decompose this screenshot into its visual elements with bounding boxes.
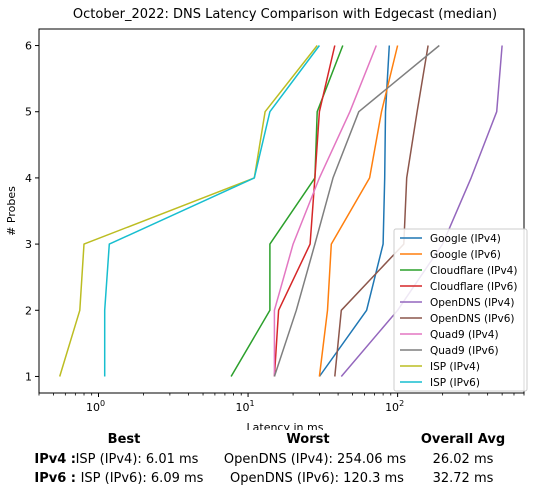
legend: Google (IPv4) Google (IPv6) Cloudflare (IP… bbox=[393, 228, 528, 392]
x-tick-label: 101 bbox=[236, 399, 255, 414]
series-line bbox=[318, 45, 399, 377]
summary-ipv6-worst: OpenDNS (IPv6): 120.3 ms bbox=[230, 471, 404, 486]
legend-label: OpenDNS (IPv4) bbox=[430, 297, 515, 309]
latency-chart: October_2022: DNS Latency Comparison wit… bbox=[5, 7, 528, 430]
x-axis-label: Latency in ms bbox=[247, 421, 324, 430]
summary-row-label-ipv4: IPv4 : bbox=[34, 452, 76, 467]
series-line bbox=[103, 45, 321, 377]
plot-frame bbox=[38, 28, 525, 394]
summary-ipv6-best: ISP (IPv6): 6.09 ms bbox=[80, 471, 204, 486]
summary-ipv4-best: ISP (IPv4): 6.01 ms bbox=[75, 452, 199, 467]
series-line bbox=[273, 44, 440, 377]
chart-title: October_2022: DNS Latency Comparison wit… bbox=[73, 7, 497, 22]
summary-header-best: Best bbox=[107, 432, 141, 447]
summary-ipv6-avg: 32.72 ms bbox=[432, 471, 494, 486]
y-tick-label: 5 bbox=[25, 106, 32, 119]
legend-label: Quad9 (IPv6) bbox=[430, 345, 499, 357]
legend-label: Cloudflare (IPv4) bbox=[430, 265, 517, 277]
series-line bbox=[334, 45, 429, 377]
legend-label: Google (IPv6) bbox=[430, 249, 501, 261]
y-tick-label: 1 bbox=[25, 370, 32, 383]
legend-label: OpenDNS (IPv6) bbox=[430, 313, 515, 325]
series-line bbox=[273, 45, 336, 377]
legend-label: ISP (IPv4) bbox=[430, 361, 480, 373]
y-tick-label: 3 bbox=[25, 238, 32, 251]
summary-ipv4-avg: 26.02 ms bbox=[432, 452, 494, 467]
y-tick-label: 6 bbox=[25, 40, 32, 53]
summary-ipv4-worst: OpenDNS (IPv4): 254.06 ms bbox=[223, 452, 407, 467]
summary-table: Best Worst Overall Avg IPv4 : ISP (IPv4)… bbox=[0, 430, 541, 496]
series-layer bbox=[58, 44, 503, 377]
legend-label: Cloudflare (IPv6) bbox=[430, 281, 517, 293]
x-tick-label: 102 bbox=[385, 399, 404, 414]
series-line bbox=[340, 45, 503, 377]
x-tick-label: 100 bbox=[86, 399, 105, 414]
legend-label: ISP (IPv6) bbox=[430, 377, 480, 389]
legend-label: Google (IPv4) bbox=[430, 233, 501, 245]
summary-header-avg: Overall Avg bbox=[420, 432, 506, 447]
legend-box bbox=[393, 228, 528, 392]
y-tick-label: 4 bbox=[25, 172, 32, 185]
y-tick-label: 2 bbox=[25, 304, 32, 317]
y-axis-label: # Probes bbox=[5, 186, 18, 236]
series-line bbox=[318, 45, 391, 377]
summary-header-worst: Worst bbox=[286, 432, 330, 447]
series-line bbox=[58, 45, 318, 377]
legend-label: Quad9 (IPv4) bbox=[430, 329, 499, 341]
summary-row-label-ipv6: IPv6 : bbox=[34, 471, 76, 486]
series-line bbox=[273, 45, 377, 377]
